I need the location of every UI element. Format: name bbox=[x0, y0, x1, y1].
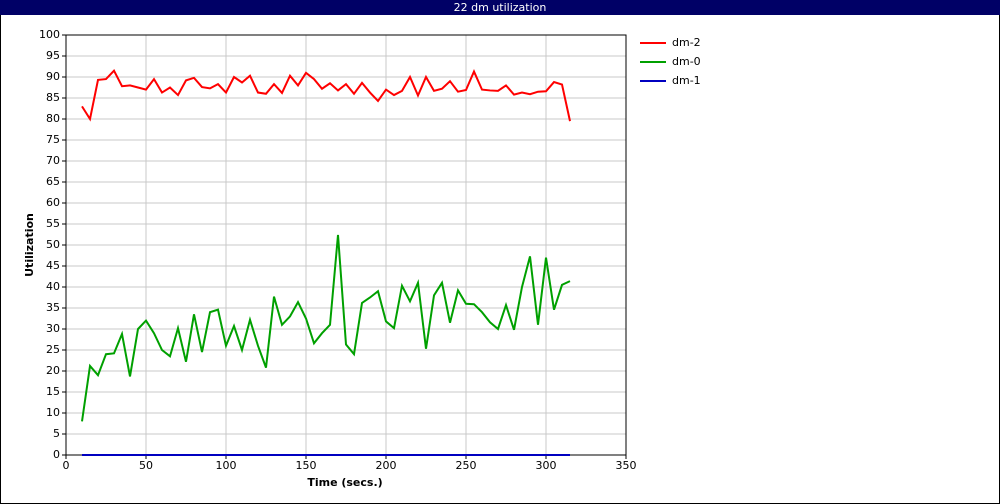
legend-label: dm-1 bbox=[672, 74, 701, 87]
series-line bbox=[81, 68, 571, 122]
x-axis-label: Time (secs.) bbox=[307, 476, 382, 489]
x-tick-label: 0 bbox=[63, 459, 70, 472]
y-tick-label: 55 bbox=[46, 217, 60, 230]
y-tick-label: 65 bbox=[46, 175, 60, 188]
y-tick-label: 50 bbox=[46, 238, 60, 251]
x-tick-label: 300 bbox=[536, 459, 557, 472]
y-tick-label: 20 bbox=[46, 364, 60, 377]
chart-title: 22 dm utilization bbox=[454, 1, 547, 14]
x-tick-label: 350 bbox=[616, 459, 637, 472]
y-tick-label: 15 bbox=[46, 385, 60, 398]
y-tick-label: 85 bbox=[46, 91, 60, 104]
x-tick-label: 200 bbox=[376, 459, 397, 472]
series-line bbox=[81, 234, 571, 422]
y-tick-label: 95 bbox=[46, 49, 60, 62]
y-tick-label: 80 bbox=[46, 112, 60, 125]
legend-label: dm-2 bbox=[672, 36, 701, 49]
y-tick-label: 0 bbox=[53, 448, 60, 461]
x-tick-label: 150 bbox=[296, 459, 317, 472]
y-tick-label: 30 bbox=[46, 322, 60, 335]
y-tick-label: 60 bbox=[46, 196, 60, 209]
x-tick-label: 250 bbox=[456, 459, 477, 472]
y-axis-label: Utilization bbox=[23, 213, 36, 277]
y-tick-label: 25 bbox=[46, 343, 60, 356]
title-bar bbox=[0, 0, 1000, 15]
y-tick-label: 35 bbox=[46, 301, 60, 314]
y-tick-label: 10 bbox=[46, 406, 60, 419]
y-tick-label: 5 bbox=[53, 427, 60, 440]
y-tick-label: 45 bbox=[46, 259, 60, 272]
x-tick-label: 100 bbox=[216, 459, 237, 472]
y-tick-label: 75 bbox=[46, 133, 60, 146]
x-tick-label: 50 bbox=[139, 459, 153, 472]
y-tick-label: 90 bbox=[46, 70, 60, 83]
y-tick-label: 40 bbox=[46, 280, 60, 293]
legend-label: dm-0 bbox=[672, 55, 701, 68]
y-tick-label: 70 bbox=[46, 154, 60, 167]
y-tick-label: 100 bbox=[39, 28, 60, 41]
